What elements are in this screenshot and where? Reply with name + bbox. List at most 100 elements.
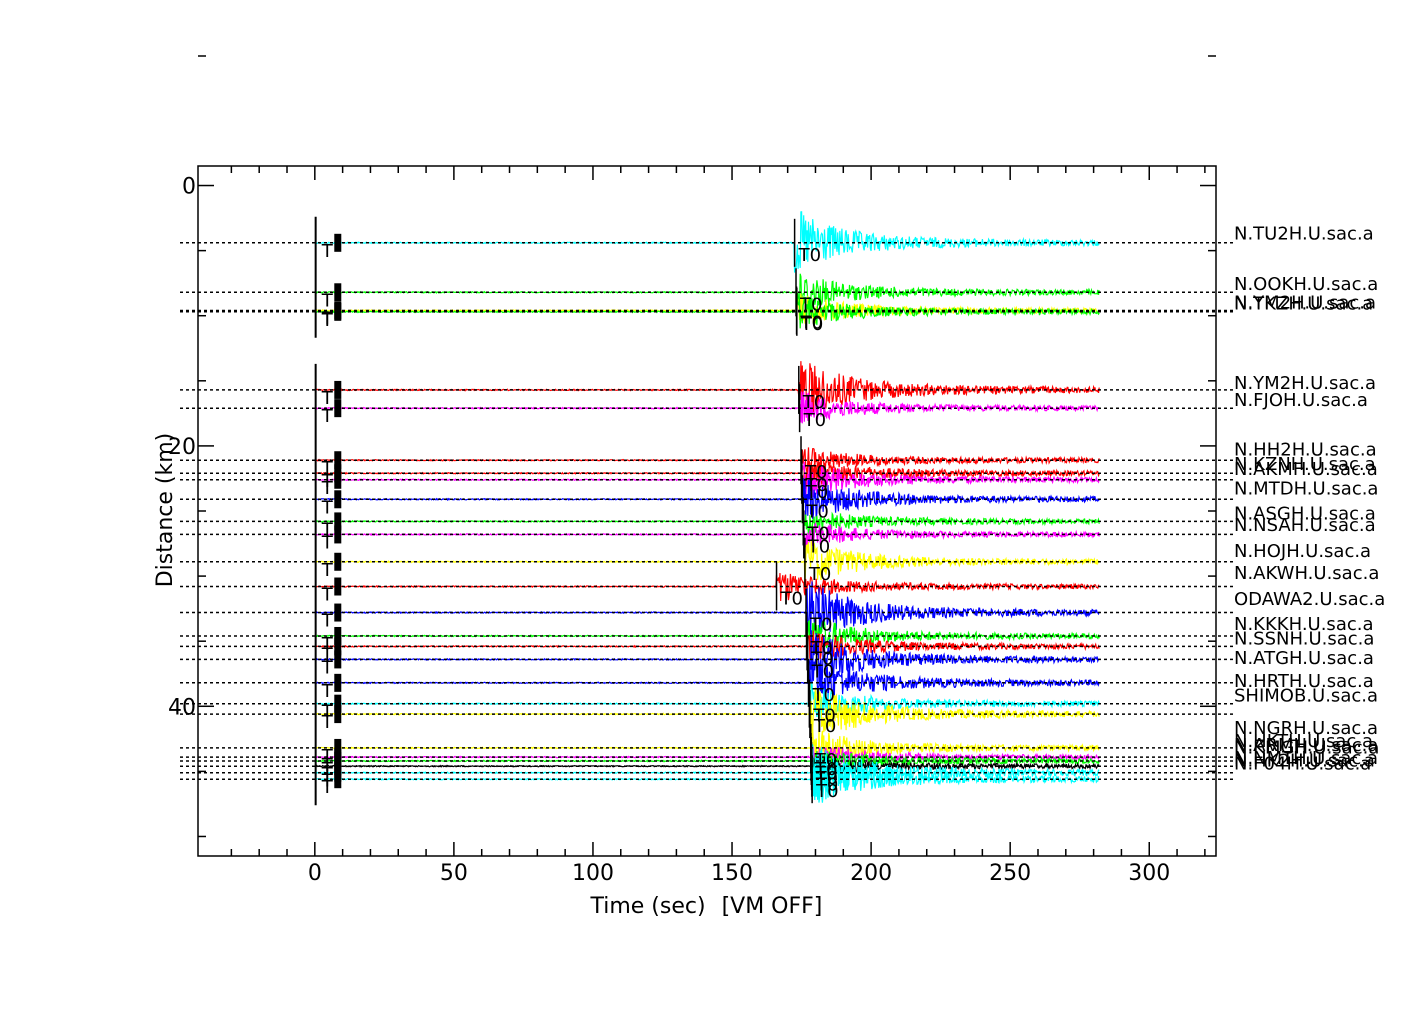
pick-bar-10 [334,512,342,531]
pick-label-t0-25: T0 [815,775,838,796]
station-label-18: N.HRTH.U.sac.a [1234,671,1374,692]
y-tick-label-0: 0 [182,175,196,200]
pick-label-t-11: T [321,532,334,553]
pick-bar-0 [334,233,342,252]
x-tick-label-0: 0 [308,861,322,886]
station-label-15: N.KKKH.U.sac.a [1234,614,1374,635]
pick-label-t0-15: T0 [810,638,833,659]
station-label-3: N.TKZH.U.sac.a [1234,294,1373,315]
pick-bar-11 [334,525,342,544]
station-label-0: N.TU2H.U.sac.a [1234,223,1374,244]
station-label-10: N.ASGH.U.sac.a [1234,503,1376,524]
x-axis-label: Time (sec) [589,894,705,919]
pick-label-t0-6: T0 [804,462,827,483]
station-label-5: N.FJOH.U.sac.a [1234,390,1368,411]
pick-label-t-0: T [321,241,334,262]
pick-label-t-6: T [321,458,334,479]
pick-label-t-22: T [321,755,334,776]
pick-bar-20 [334,705,342,724]
pick-bar-18 [334,673,342,692]
station-label-12: N.HOJH.U.sac.a [1234,541,1371,562]
station-label-25: N.HK2H.U.sac.a [1234,751,1375,772]
pick-label-t-8: T [321,478,334,499]
pick-label-t0-9: T0 [805,501,828,522]
station-labels: N.TU2H.U.sac.aN.OOKH.U.sac.aN.YM2H.U.sac… [1234,223,1385,774]
station-label-7: N.KZNH.U.sac.a [1234,454,1376,475]
pick-label-t0-8: T0 [805,482,828,503]
pick-label-t0-18: T0 [812,685,835,706]
pick-label-t-4: T [321,388,334,409]
pick-label-t-24: T [321,764,334,785]
station-label-17: N.ATGH.U.sac.a [1234,648,1374,669]
station-label-11: N.NSAH.U.sac.a [1234,515,1376,536]
station-label-1: N.OOKH.U.sac.a [1234,274,1378,295]
pick-label-t0-16: T0 [810,648,833,669]
station-label-20: N.NGRH.U.sac.a [1234,718,1378,739]
pick-bar-26 [334,770,342,789]
pick-label-t-19: T [321,702,334,723]
pick-bar-12 [334,552,342,571]
station-label-26: N.F04H.U.sac.a [1234,753,1371,774]
station-label-23: N.KMGH.U.sac.a [1234,738,1379,759]
pick-bar-21 [334,738,342,757]
x-tick-label-6: 300 [1128,861,1170,886]
station-label-9: N.MTDH.U.sac.a [1234,479,1378,500]
pick-label-t-25: T [321,771,334,792]
pick-label-t0-17: T0 [811,661,834,682]
pick-label-t0-4: T0 [802,392,825,413]
pick-label-t-5: T [321,406,334,427]
pick-label-t-10: T [321,519,334,540]
pick-label-t-20: T [321,712,334,733]
pick-label-t-14: T [321,611,334,632]
pick-bar-9 [334,490,342,509]
y-tick-label-2: 40 [168,695,196,720]
distance-reference-lines [180,242,1234,780]
y-tick-label-1: 20 [168,435,196,460]
pick-label-t0-24: T0 [815,768,838,789]
pick-label-t0-22: T0 [814,759,837,780]
y-axis-label: Distance (km) [153,433,178,588]
pick-markers: T T0T T0T T0T T0T T0T T0T T0T T0T T0T T0T T0T T0T T0T… [314,216,839,806]
pick-label-t-3: T [321,310,334,331]
station-label-21: N.HKTH.U.sac.a [1234,731,1373,752]
plot-frame: 0 50 100 150 200 250 300 0 20 40 [168,55,1217,886]
pick-label-t-7: T [321,471,334,492]
pick-bar-19 [334,694,342,713]
station-label-6: N.HH2H.U.sac.a [1234,440,1377,461]
x-tick-label-3: 150 [711,861,753,886]
pick-bar-5 [334,399,342,418]
pick-bar-15 [334,626,342,645]
pick-label-t-13: T [321,585,334,606]
pick-label-t0-0: T0 [798,245,821,266]
pick-label-t-18: T [321,681,334,702]
pick-label-t0-21: T0 [814,750,837,771]
pick-label-t-12: T [321,560,334,581]
pick-label-t0-3: T0 [800,314,823,335]
pick-bar-14 [334,603,342,622]
pick-label-t-9: T [321,497,334,518]
pick-label-t0-10: T0 [806,523,829,544]
station-label-8: N.AKMH.U.sac.a [1234,459,1378,480]
pick-bar-16 [334,637,342,656]
pick-bar-1 [334,283,342,302]
pick-label-t0-12: T0 [808,564,831,585]
station-label-16: N.SSNH.U.sac.a [1234,628,1374,649]
x-tick-label-4: 200 [850,861,892,886]
pick-label-t0-13: T0 [780,589,803,610]
station-label-22: N.ARMH.U.sac.a [1234,735,1378,756]
pick-bar-6 [334,451,342,470]
station-label-13: N.AKWH.U.sac.a [1234,563,1379,584]
pick-label-t0-20: T0 [813,716,836,737]
pick-bar-8 [334,470,342,489]
pick-label-t0-5: T0 [803,410,826,431]
pick-label-t-26: T [321,777,334,798]
pick-label-t-1: T [321,290,334,311]
pick-label-t-21: T [321,746,334,767]
pick-label-t0-26: T0 [815,781,838,802]
pick-label-t0-1: T0 [799,294,822,315]
pick-label-t-16: T [321,644,334,665]
pick-bar-13 [334,577,342,596]
pick-bar-17 [334,650,342,669]
